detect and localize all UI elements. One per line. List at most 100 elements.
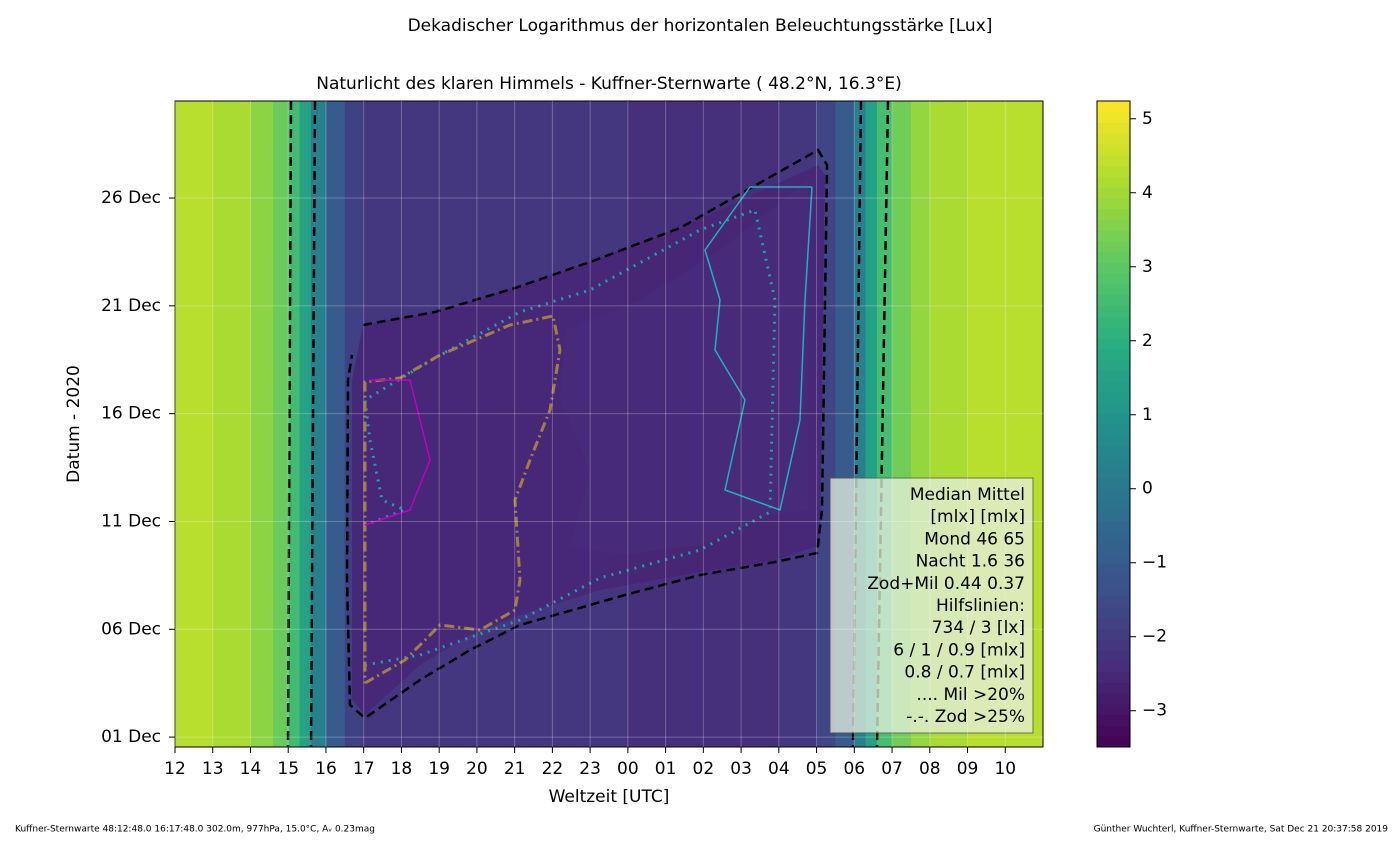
colorbar-step [1097, 413, 1130, 425]
magenta-line [364, 379, 431, 526]
colorbar [1097, 101, 1130, 748]
colorbar-step [1097, 284, 1130, 296]
footer-right: Günther Wuchterl, Kuffner-Sternwarte, Sa… [1094, 825, 1389, 835]
x-tick-label: 07 [881, 759, 903, 779]
field-band [854, 101, 867, 747]
x-tick-label: 09 [957, 759, 979, 779]
colorbar-step [1097, 122, 1130, 134]
colorbar-step [1097, 165, 1130, 177]
colorbar-step [1097, 596, 1130, 608]
colorbar-step [1097, 456, 1130, 468]
colorbar-step [1097, 348, 1130, 360]
colorbar-tick-label: 4 [1142, 183, 1153, 203]
field-band [175, 101, 214, 747]
colorbar-step [1097, 520, 1130, 533]
chart-title: Naturlicht des klaren Himmels - Kuffner-… [316, 74, 901, 94]
colorbar-step [1097, 154, 1130, 167]
x-tick-label: 13 [202, 759, 224, 779]
colorbar-step [1097, 488, 1130, 500]
y-tick-label: 01 Dec [101, 727, 161, 747]
legend-box [829, 477, 1034, 734]
x-tick-label: 19 [428, 759, 450, 779]
cyan-line [704, 186, 813, 511]
colorbar-step [1097, 650, 1130, 662]
y-tick-label: 21 Dec [101, 296, 161, 316]
y-axis-label: Datum - 2020 [64, 365, 84, 483]
x-tick-label: 17 [353, 759, 375, 779]
colorbar-step [1097, 380, 1130, 393]
x-tick-label: 00 [617, 759, 639, 779]
colorbar-step [1097, 251, 1130, 263]
colorbar-tick-label: 2 [1142, 331, 1153, 351]
dashed-line [309, 101, 317, 747]
x-tick-label: 08 [919, 759, 941, 779]
field-band [865, 101, 878, 747]
x-tick-label: 23 [579, 759, 601, 779]
colorbar-tick-label: −1 [1142, 553, 1167, 573]
colorbar-step [1097, 563, 1130, 576]
colorbar-step [1097, 219, 1130, 231]
x-tick-label: 15 [277, 759, 299, 779]
x-tick-label: 14 [240, 759, 262, 779]
colorbar-step [1097, 725, 1130, 737]
dashed-line [286, 101, 293, 747]
x-tick-label: 03 [730, 759, 752, 779]
x-axis-label: Weltzeit [UTC] [549, 787, 670, 807]
field-band [212, 101, 251, 747]
colorbar-step [1097, 101, 1130, 113]
colorbar-step [1097, 693, 1130, 705]
colorbar-step [1097, 434, 1130, 447]
colorbar-step [1097, 660, 1130, 673]
legend-text: Median Mittel [910, 485, 1025, 505]
colorbar-step [1097, 542, 1130, 554]
colorbar-step [1097, 327, 1130, 339]
colorbar-step [1097, 370, 1130, 382]
colorbar-step [1097, 402, 1130, 414]
colorbar-step [1097, 176, 1130, 188]
dashdot-line [363, 314, 562, 685]
colorbar-step [1097, 585, 1130, 597]
colorbar-step [1097, 510, 1130, 522]
y-tick-label: 11 Dec [101, 511, 161, 531]
x-tick-label: 06 [843, 759, 865, 779]
colorbar-step [1097, 703, 1130, 716]
colorbar-step [1097, 305, 1130, 317]
colorbar-step [1097, 337, 1130, 350]
colorbar-tick-label: 5 [1142, 109, 1153, 129]
footer-left: Kuffner-Sternwarte 48:12:48.0 16:17:48.0… [15, 825, 375, 835]
field-band [273, 101, 289, 747]
field-band [325, 101, 346, 747]
colorbar-step [1097, 628, 1130, 640]
colorbar-step [1097, 477, 1130, 490]
colorbar-step [1097, 574, 1130, 586]
colorbar-step [1097, 714, 1130, 726]
y-tick-label: 26 Dec [101, 188, 161, 208]
legend-text: 0.8 / 0.7 [mlx] [904, 663, 1025, 683]
colorbar-step [1097, 144, 1130, 156]
colorbar-step [1097, 359, 1130, 371]
colorbar-step [1097, 531, 1130, 543]
x-tick-label: 05 [806, 759, 828, 779]
legend-text: -.-. Zod >25% [906, 707, 1025, 727]
legend-text: Hilfslinien: [936, 596, 1025, 616]
colorbar-step [1097, 187, 1130, 199]
colorbar-tick-label: 3 [1142, 257, 1153, 277]
legend-text: Mond 46 65 [924, 529, 1025, 549]
colorbar-step [1097, 294, 1130, 307]
colorbar-tick-label: −3 [1142, 701, 1167, 721]
y-tick-label: 06 Dec [101, 619, 161, 639]
dashed-boundary [345, 148, 829, 720]
y-tick-label: 16 Dec [101, 404, 161, 424]
colorbar-step [1097, 391, 1130, 403]
colorbar-frame [1096, 100, 1131, 748]
colorbar-step [1097, 445, 1130, 457]
colorbar-step [1097, 607, 1130, 619]
legend-text: Zod+Mil 0.44 0.37 [867, 574, 1025, 594]
colorbar-tick-label: −2 [1142, 627, 1167, 647]
colorbar-step [1097, 424, 1130, 436]
colorbar-step [1097, 273, 1130, 285]
x-tick-label: 04 [768, 759, 790, 779]
colorbar-step [1097, 316, 1130, 328]
x-tick-label: 21 [504, 759, 526, 779]
